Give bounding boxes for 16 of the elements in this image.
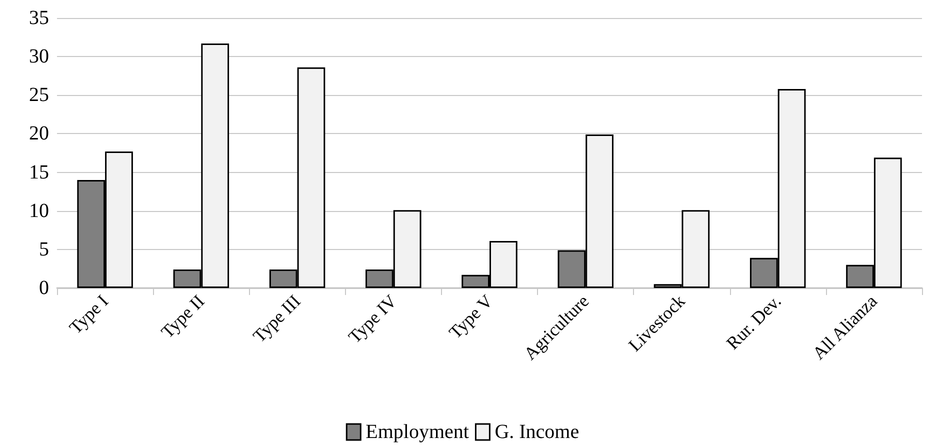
y-tick-label: 10 — [29, 200, 49, 222]
y-tick-label: 15 — [29, 161, 49, 184]
x-tick-label: Type II — [157, 290, 208, 342]
y-tick-label: 0 — [39, 277, 49, 299]
x-tick-label: Type I — [65, 290, 112, 338]
y-tick-label: 20 — [29, 122, 49, 145]
x-tick-label: Type IV — [344, 290, 400, 347]
y-tick-label: 35 — [29, 7, 49, 29]
y-tick-label: 25 — [29, 84, 49, 106]
x-tick-label: Type V — [445, 290, 497, 342]
y-tick-label: 5 — [39, 238, 49, 260]
x-tick-label: Rur. Dev. — [722, 290, 785, 354]
x-tick-label: Type III — [249, 290, 304, 346]
y-tick-label: 30 — [29, 46, 49, 68]
legend-label: G. Income — [494, 421, 580, 443]
legend-label: Employment — [366, 421, 470, 443]
